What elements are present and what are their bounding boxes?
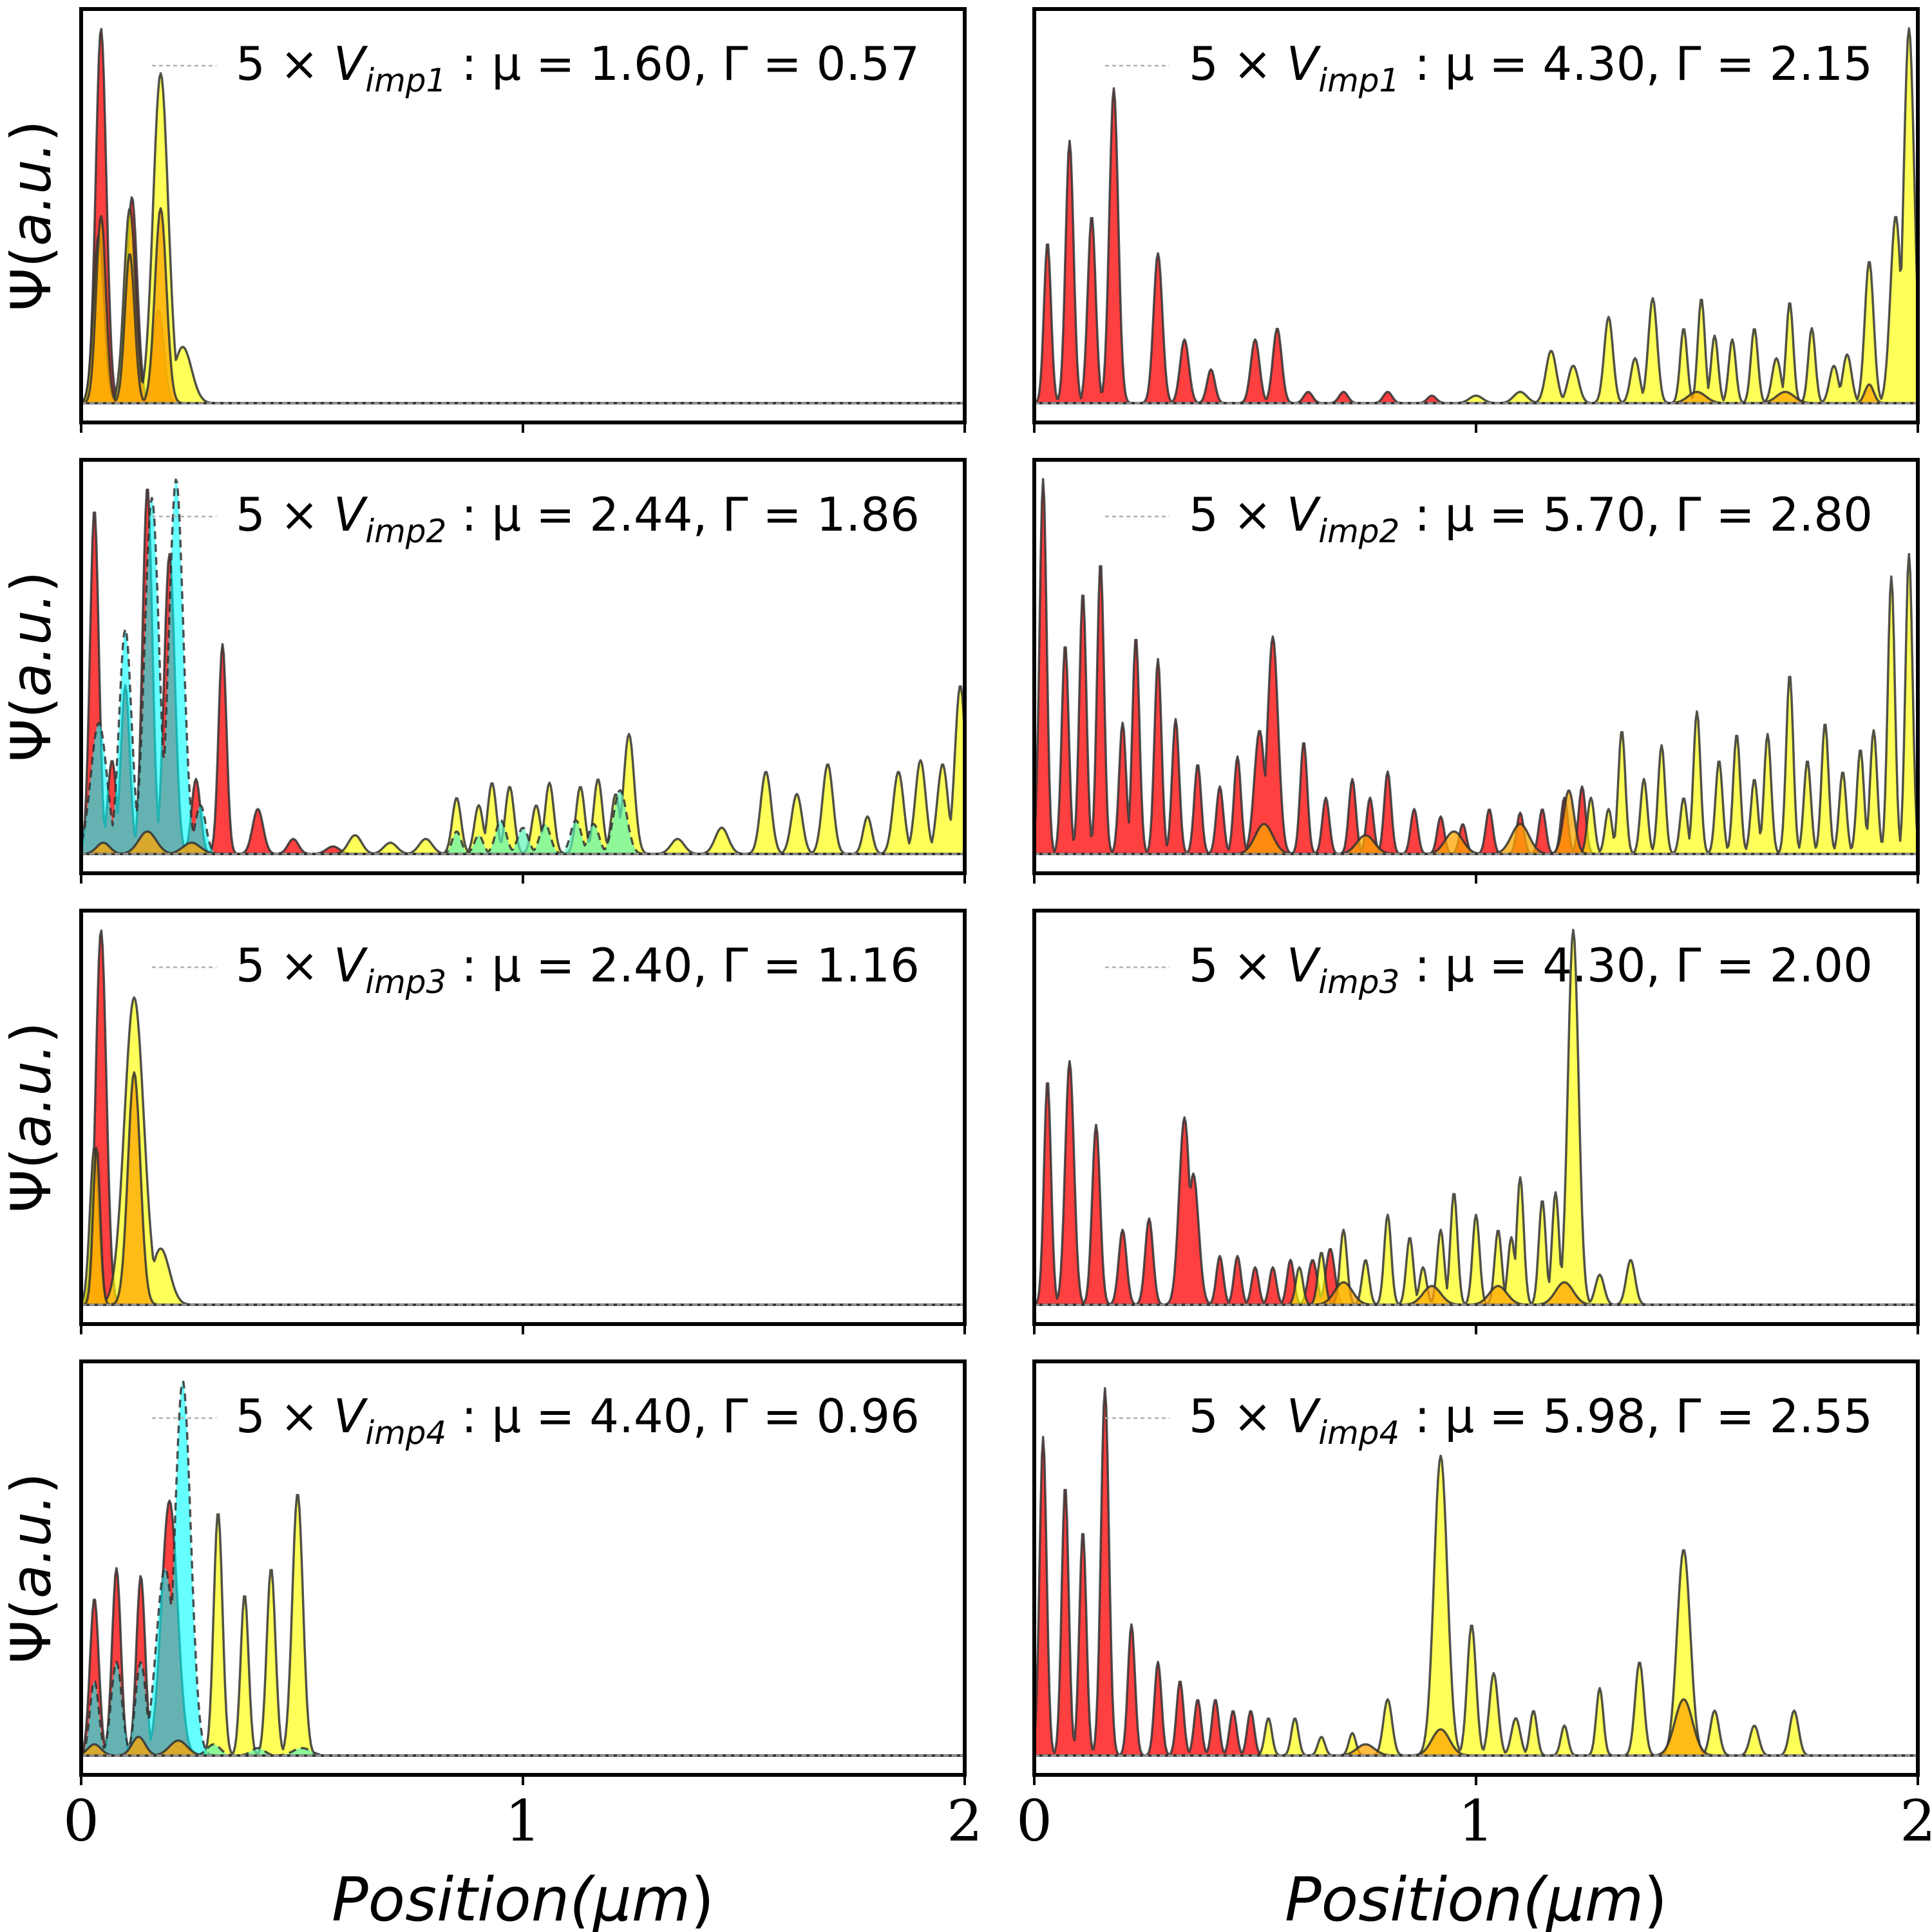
legend-subscript: imp3 <box>365 963 446 1001</box>
panel-right-3: 5 × Vimp3 : μ = 4.30, Γ = 2.00 <box>1032 909 1920 1334</box>
legend-subscript: imp4 <box>365 1414 446 1452</box>
x-axis-label: Position(μm) <box>1285 1865 1667 1932</box>
series-yellow-area <box>1034 553 1918 855</box>
legend-subscript: imp4 <box>1318 1414 1399 1452</box>
legend-prefix: 5 × <box>1189 37 1287 91</box>
panel-left-3: 5 × Vimp3 : μ = 2.40, Γ = 1.16 <box>79 909 967 1334</box>
legend-prefix: 5 × <box>1189 938 1287 992</box>
series-orange-area <box>81 1071 965 1306</box>
legend-symbol: V <box>1287 1389 1321 1443</box>
plot-area <box>1034 27 1918 404</box>
x-axis-label: Position(μm) <box>332 1865 714 1932</box>
panel-left-2: 5 × Vimp2 : μ = 2.44, Γ = 1.86 <box>79 458 967 884</box>
legend-params: : μ = 4.40, Γ = 0.96 <box>446 1389 920 1443</box>
legend-symbol: V <box>1287 37 1321 91</box>
y-axis-label: Ψ(a.u.) <box>0 120 64 312</box>
legend-symbol: V <box>334 488 368 542</box>
legend-symbol: V <box>1287 488 1321 542</box>
legend-symbol: V <box>334 938 368 992</box>
plot-area <box>1034 1387 1918 1757</box>
x-tick-label: 2 <box>947 1788 983 1854</box>
series-yellow-area <box>81 1493 965 1757</box>
legend-prefix: 5 × <box>236 488 334 542</box>
legend-params: : μ = 2.44, Γ = 1.86 <box>446 488 920 542</box>
legend-prefix: 5 × <box>1189 488 1287 542</box>
legend-label: 5 × Vimp2 : μ = 5.70, Γ = 2.80 <box>1189 488 1873 550</box>
plot-area <box>1034 478 1918 855</box>
x-axis-labels: 0 1 2 Position(μm) 0 1 2 Position(μm) <box>63 1788 1932 1932</box>
legend-label: 5 × Vimp3 : μ = 4.30, Γ = 2.00 <box>1189 938 1873 1001</box>
panel-right-2: 5 × Vimp2 : μ = 5.70, Γ = 2.80 <box>1032 458 1920 884</box>
panel-left-4: 5 × Vimp4 : μ = 4.40, Γ = 0.96 <box>79 1359 967 1785</box>
legend-params: : μ = 4.30, Γ = 2.15 <box>1399 37 1873 91</box>
legend-label: 5 × Vimp3 : μ = 2.40, Γ = 1.16 <box>236 938 920 1001</box>
legend-label: 5 × Vimp2 : μ = 2.44, Γ = 1.86 <box>236 488 920 550</box>
legend-prefix: 5 × <box>236 37 334 91</box>
legend-params: : μ = 5.70, Γ = 2.80 <box>1399 488 1873 542</box>
plot-area <box>81 478 965 855</box>
plot-area <box>1034 929 1918 1306</box>
legend-params: : μ = 4.30, Γ = 2.00 <box>1399 938 1873 992</box>
legend-subscript: imp2 <box>1318 513 1399 550</box>
legend-subscript: imp2 <box>365 513 446 550</box>
panel-right-1: 5 × Vimp1 : μ = 4.30, Γ = 2.15 <box>1032 7 1920 433</box>
legend-subscript: imp3 <box>1318 963 1399 1001</box>
x-tick-label: 0 <box>63 1788 99 1854</box>
plot-area <box>81 929 965 1306</box>
legend-subscript: imp1 <box>1318 62 1399 99</box>
series-orange-area <box>81 207 965 404</box>
legend-prefix: 5 × <box>236 938 334 992</box>
legend-symbol: V <box>334 37 368 91</box>
panel-left-1: 5 × Vimp1 : μ = 1.60, Γ = 0.57 <box>79 7 967 433</box>
legend-symbol: V <box>334 1389 368 1443</box>
x-tick-label: 0 <box>1016 1788 1052 1854</box>
series-yellow-area <box>1034 1454 1918 1757</box>
y-axis-label: Ψ(a.u.) <box>0 1022 64 1213</box>
series-aquamarine-area <box>81 1743 965 1757</box>
series-yellow-area <box>81 72 965 404</box>
x-tick-label: 1 <box>1458 1788 1494 1854</box>
legend-params: : μ = 1.60, Γ = 0.57 <box>446 37 920 91</box>
legend-params: : μ = 2.40, Γ = 1.16 <box>446 938 920 992</box>
panel-right-4: 5 × Vimp4 : μ = 5.98, Γ = 2.55 <box>1032 1359 1920 1785</box>
series-yellow-area <box>81 996 965 1306</box>
legend-symbol: V <box>1287 938 1321 992</box>
y-axis-label: Ψ(a.u.) <box>0 1473 64 1664</box>
legend-prefix: 5 × <box>236 1389 334 1443</box>
x-tick-label: 1 <box>505 1788 541 1854</box>
y-axis-label: Ψ(a.u.) <box>0 571 64 762</box>
legend-params: : μ = 5.98, Γ = 2.55 <box>1399 1389 1873 1443</box>
legend-label: 5 × Vimp4 : μ = 4.40, Γ = 0.96 <box>236 1389 920 1452</box>
legend-label: 5 × Vimp1 : μ = 1.60, Γ = 0.57 <box>236 37 920 99</box>
legend-subscript: imp1 <box>365 62 446 99</box>
panels: 5 × Vimp1 : μ = 1.60, Γ = 0.57 5 × Vimp1 … <box>79 7 1920 1785</box>
legend-label: 5 × Vimp1 : μ = 4.30, Γ = 2.15 <box>1189 37 1873 99</box>
legend-prefix: 5 × <box>1189 1389 1287 1443</box>
legend-label: 5 × Vimp4 : μ = 5.98, Γ = 2.55 <box>1189 1389 1873 1452</box>
plot-area <box>81 1381 965 1757</box>
x-tick-label: 2 <box>1900 1788 1932 1854</box>
plot-area <box>81 28 965 404</box>
y-axis-labels: Ψ(a.u.) Ψ(a.u.) Ψ(a.u.) Ψ(a.u.) <box>0 120 64 1664</box>
